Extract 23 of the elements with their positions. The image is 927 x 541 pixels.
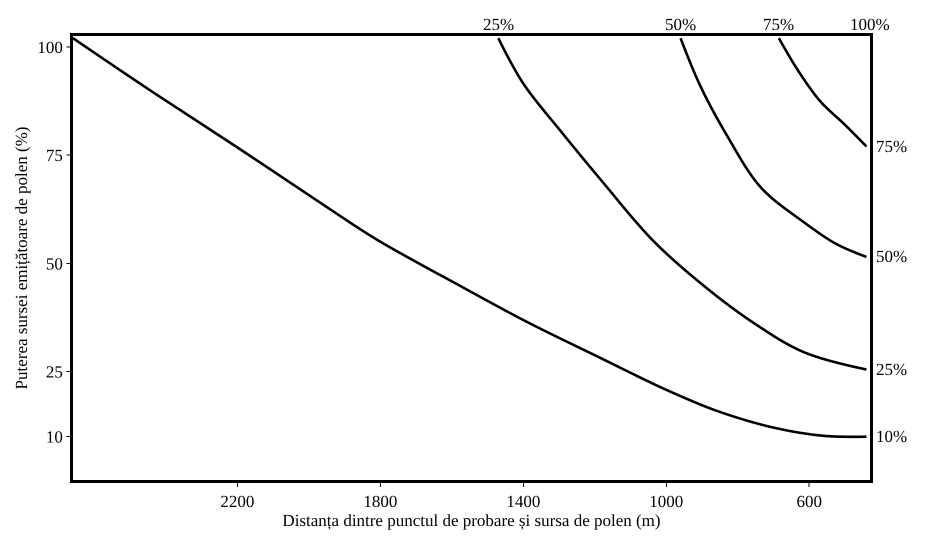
- text: 100%: [850, 15, 890, 34]
- y-tick-label: 75: [46, 146, 63, 166]
- x-tick-label: 1800: [363, 492, 398, 512]
- x-tick-label: 600: [796, 492, 822, 512]
- y-tick-label: 10: [46, 428, 63, 447]
- y-tick-label: 100: [37, 38, 63, 57]
- x-tick-label: 1400: [506, 492, 540, 512]
- annotation: 25%: [876, 360, 908, 379]
- line-series: [778, 36, 868, 148]
- annotation: 25%: [483, 15, 514, 34]
- y-axis-title: Puterea sursei emițătoare de polen (%): [12, 126, 31, 390]
- x-axis-title: Distanța dintre punctul de probare și sursa de polen (m): [282, 511, 661, 530]
- annotation: 75%: [876, 137, 908, 156]
- annotation: 10%: [876, 427, 908, 446]
- x-tick-label: 1000: [649, 492, 684, 512]
- y-tick-label: 50: [46, 254, 63, 274]
- line-series: [679, 36, 868, 258]
- y-tick-label: 25: [46, 362, 63, 382]
- annotation: 50%: [876, 247, 908, 266]
- annotation: 75%: [763, 15, 794, 34]
- x-tick-label: 2200: [220, 492, 254, 512]
- annotation: 50%: [665, 15, 696, 34]
- line-series: [497, 36, 868, 371]
